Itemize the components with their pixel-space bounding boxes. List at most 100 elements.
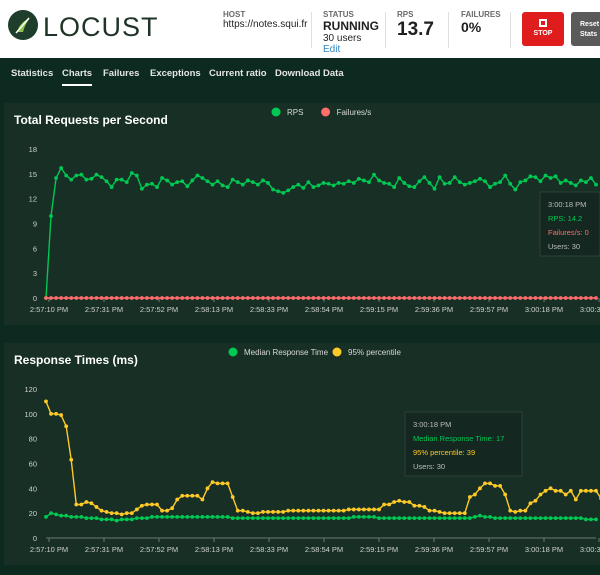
data-point-median-response-time xyxy=(250,516,255,521)
data-point-rps xyxy=(240,182,245,187)
data-point-rps xyxy=(331,183,336,188)
data-point-failures-s xyxy=(351,296,356,300)
x-tick-label: 2:57:31 PM xyxy=(85,545,123,554)
data-point-failures-s xyxy=(276,296,281,300)
tooltip-line: Failures/s: 0 xyxy=(548,228,589,237)
data-point-95-percentile xyxy=(402,500,407,504)
data-point-median-response-time xyxy=(508,516,513,521)
data-point-95-percentile xyxy=(185,493,190,498)
x-tick-label: 2:59:15 PM xyxy=(360,305,398,314)
tab-download-data[interactable]: Download Data xyxy=(275,68,344,79)
data-point-median-response-time xyxy=(235,516,240,521)
data-point-failures-s xyxy=(291,296,296,300)
legend-label: Failures/s xyxy=(337,108,372,117)
data-point-95-percentile xyxy=(472,492,477,497)
data-point-rps xyxy=(397,176,402,180)
y-tick-label: 3 xyxy=(33,269,37,278)
data-point-rps xyxy=(392,185,397,189)
data-point-failures-s xyxy=(493,296,497,300)
host-value: https://notes.squi.fr xyxy=(223,19,308,30)
data-point-rps xyxy=(190,178,195,183)
chart-title: Total Requests per Second xyxy=(14,113,168,127)
edit-link[interactable]: Edit xyxy=(323,44,341,55)
tooltip-box xyxy=(404,411,523,477)
data-point-median-response-time xyxy=(79,514,84,519)
data-point-failures-s xyxy=(296,296,301,300)
data-point-95-percentile xyxy=(528,501,533,506)
data-point-rps xyxy=(94,172,99,177)
data-point-failures-s xyxy=(472,296,477,300)
data-point-failures-s xyxy=(432,296,437,300)
legend-marker xyxy=(228,347,238,357)
data-point-median-response-time xyxy=(84,516,89,521)
data-point-failures-s xyxy=(412,296,417,300)
data-point-95-percentile xyxy=(250,511,255,516)
tab-exceptions[interactable]: Exceptions xyxy=(150,68,201,79)
data-point-median-response-time xyxy=(59,513,64,518)
data-point-95-percentile xyxy=(306,508,311,513)
data-point-95-percentile xyxy=(336,508,341,513)
data-point-failures-s xyxy=(230,296,235,300)
data-point-failures-s xyxy=(594,296,598,300)
rps-stat: RPS 13.7 xyxy=(397,10,434,41)
data-point-rps xyxy=(488,185,492,189)
data-point-failures-s xyxy=(49,296,53,300)
data-point-median-response-time xyxy=(518,516,523,521)
legend-marker xyxy=(271,107,281,117)
data-point-median-response-time xyxy=(271,516,275,521)
data-point-failures-s xyxy=(306,296,311,300)
data-point-failures-s xyxy=(321,296,326,300)
data-point-median-response-time xyxy=(493,516,497,521)
data-point-failures-s xyxy=(488,296,492,300)
tab-failures[interactable]: Failures xyxy=(103,68,140,79)
data-point-95-percentile xyxy=(205,486,210,491)
data-point-rps xyxy=(417,179,422,184)
data-point-median-response-time xyxy=(553,516,558,521)
data-point-95-percentile xyxy=(139,503,144,508)
reset-stats-button[interactable]: Reset Stats xyxy=(571,12,600,46)
data-point-95-percentile xyxy=(155,502,159,507)
data-point-failures-s xyxy=(64,296,69,300)
tab-current-ratio[interactable]: Current ratio xyxy=(209,68,267,79)
data-point-rps xyxy=(377,178,381,183)
data-point-95-percentile xyxy=(412,503,417,508)
data-point-95-percentile xyxy=(589,488,593,493)
data-point-95-percentile xyxy=(165,508,170,513)
data-point-failures-s xyxy=(215,296,220,300)
data-point-failures-s xyxy=(160,296,164,300)
data-point-95-percentile xyxy=(134,507,139,512)
tab-statistics[interactable]: Statistics xyxy=(11,68,54,79)
data-point-95-percentile xyxy=(311,508,316,513)
data-point-failures-s xyxy=(578,296,583,300)
data-point-rps xyxy=(478,176,482,181)
data-point-rps xyxy=(311,185,316,189)
data-point-95-percentile xyxy=(245,510,250,514)
data-point-95-percentile xyxy=(296,508,301,513)
data-point-rps xyxy=(432,186,437,191)
data-point-median-response-time xyxy=(215,514,220,519)
data-point-rps xyxy=(589,176,593,180)
data-point-median-response-time xyxy=(89,516,94,521)
data-point-rps xyxy=(139,186,144,191)
stop-button[interactable]: STOP xyxy=(522,12,564,46)
data-point-rps xyxy=(584,180,588,185)
x-tick-label: 2:59:57 PM xyxy=(470,305,508,314)
data-point-95-percentile xyxy=(84,500,89,504)
data-point-rps xyxy=(170,182,175,187)
data-point-95-percentile xyxy=(94,505,99,509)
rps-label: RPS xyxy=(397,10,414,19)
data-point-rps xyxy=(165,178,170,183)
x-tick-label: 2:57:52 PM xyxy=(140,305,178,314)
data-point-failures-s xyxy=(286,296,291,300)
tab-charts[interactable]: Charts xyxy=(62,68,93,86)
data-point-failures-s xyxy=(261,296,265,300)
data-point-rps xyxy=(558,181,563,185)
data-point-95-percentile xyxy=(235,508,240,513)
data-point-rps xyxy=(407,184,412,189)
y-tick-label: 60 xyxy=(29,460,37,469)
data-point-failures-s xyxy=(558,296,563,300)
data-point-failures-s xyxy=(89,296,94,300)
data-point-median-response-time xyxy=(44,514,48,519)
divider xyxy=(448,12,449,48)
data-point-failures-s xyxy=(301,296,306,300)
